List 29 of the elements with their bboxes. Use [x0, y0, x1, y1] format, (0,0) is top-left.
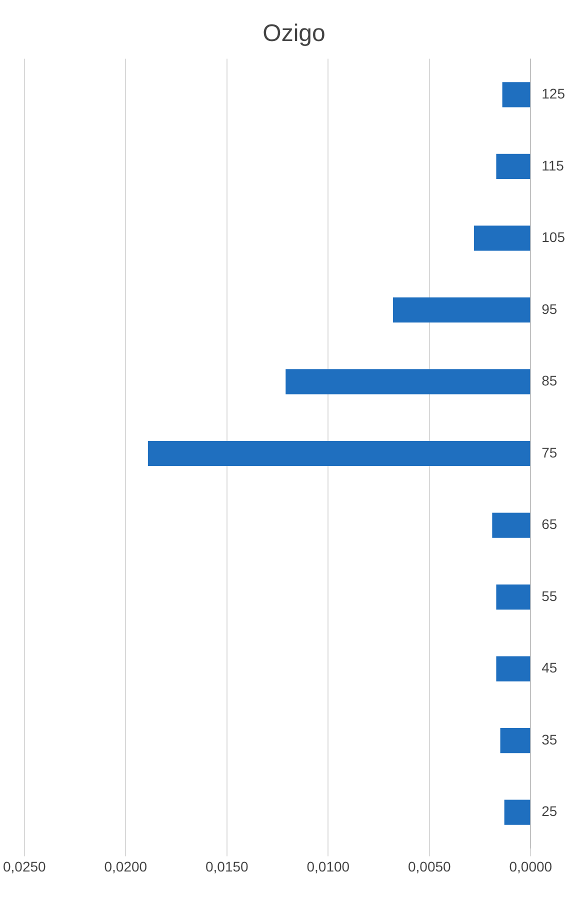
- y-tick-label: 125: [542, 86, 566, 102]
- bar: [496, 656, 530, 682]
- bar: [474, 226, 530, 251]
- x-tick-label: 0,0050: [408, 858, 452, 874]
- x-tick-label: 0,0200: [104, 858, 148, 874]
- x-tick-label: 0,0000: [509, 858, 552, 874]
- y-tick-label: 75: [542, 444, 558, 460]
- x-tick-label: 0,0150: [205, 858, 249, 874]
- y-tick-label: 85: [542, 372, 558, 389]
- x-tick-label: 0,0100: [306, 858, 350, 874]
- chart-title: Ozigo: [262, 20, 326, 48]
- bar: [500, 728, 530, 754]
- y-tick-label: 35: [542, 731, 558, 748]
- bar: [148, 440, 530, 466]
- bar: [496, 584, 530, 610]
- bar: [392, 297, 530, 323]
- bar: [504, 800, 530, 825]
- y-tick-label: 55: [542, 588, 558, 604]
- bar: [502, 82, 530, 108]
- bar: [286, 369, 530, 394]
- bar: [496, 154, 530, 180]
- bar: [492, 512, 530, 538]
- y-tick-label: 95: [542, 300, 558, 317]
- x-tick-label: 0,0250: [2, 858, 46, 874]
- y-tick-label: 115: [542, 157, 564, 174]
- y-tick-label: 25: [542, 803, 558, 820]
- y-tick-label: 45: [542, 660, 558, 676]
- y-tick-label: 65: [542, 516, 558, 532]
- y-tick-label: 105: [542, 229, 566, 246]
